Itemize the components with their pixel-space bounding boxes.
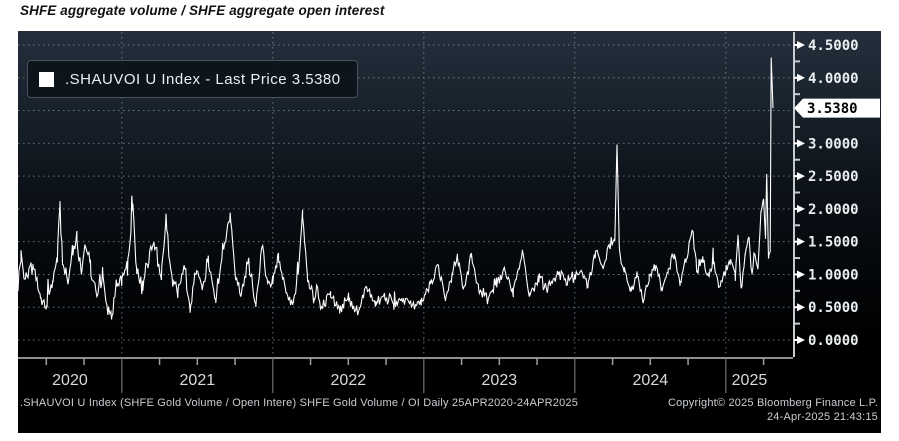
y-tick-arrow-icon — [797, 336, 805, 344]
security-description: .SHAUVOI U Index (SHFE Gold Volume / Ope… — [20, 397, 579, 409]
price-line-chart[interactable] — [18, 32, 793, 357]
legend-label: .SHAUVOI U Index - Last Price 3.5380 — [65, 70, 341, 88]
year-label: 2022 — [331, 372, 367, 389]
legend-swatch — [39, 71, 54, 87]
x-axis[interactable]: 2020 2021 2022 2023 2024 2025 — [18, 357, 881, 395]
y-tick-label: 0.5000 — [808, 300, 859, 316]
y-axis[interactable]: 4.5000 4.0000 3.0000 2.5000 2.0000 1.5000 1.00… — [793, 32, 881, 357]
year-label: 2020 — [52, 372, 88, 389]
y-tick-arrow-icon — [797, 41, 805, 49]
y-tick-label: 1.5000 — [808, 235, 859, 251]
y-tick-arrow-icon — [797, 73, 805, 82]
y-tick-arrow-icon — [797, 139, 805, 148]
y-tick-arrow-icon — [797, 237, 805, 246]
price-line[interactable] — [18, 57, 774, 320]
y-tick-arrow-icon — [797, 303, 805, 312]
y-tick-label: 0.0000 — [808, 333, 859, 349]
status-bar: .SHAUVOI U Index (SHFE Gold Volume / Ope… — [18, 395, 881, 433]
y-tick-label: 4.5000 — [808, 38, 859, 54]
y-tick-label: 4.0000 — [808, 71, 859, 87]
chart-block: 4.5000 4.0000 3.0000 2.5000 2.0000 1.5000 1.00… — [18, 31, 881, 433]
page-title: SHFE aggregate volume / SHFE aggregate o… — [20, 3, 385, 18]
y-tick-label: 2.0000 — [808, 202, 859, 218]
timestamp: 24-Apr-2025 21:43:15 — [766, 411, 878, 423]
year-label: 2021 — [180, 372, 216, 389]
last-price-tag — [794, 98, 880, 118]
copyright-text: Copyright© 2025 Bloomberg Finance L.P. — [668, 397, 878, 409]
last-price-tag-value: 3.5380 — [807, 101, 858, 117]
year-label: 2025 — [732, 372, 768, 389]
legend[interactable]: .SHAUVOI U Index - Last Price 3.5380 — [27, 60, 358, 98]
y-tick-arrow-icon — [797, 270, 805, 279]
y-tick-arrow-icon — [797, 204, 805, 213]
y-tick-label: 1.0000 — [808, 267, 859, 283]
year-label: 2024 — [633, 372, 669, 389]
year-label: 2023 — [482, 372, 518, 389]
y-tick-arrow-icon — [797, 172, 805, 181]
y-tick-label: 3.0000 — [808, 136, 859, 152]
y-tick-label: 2.5000 — [808, 169, 859, 185]
